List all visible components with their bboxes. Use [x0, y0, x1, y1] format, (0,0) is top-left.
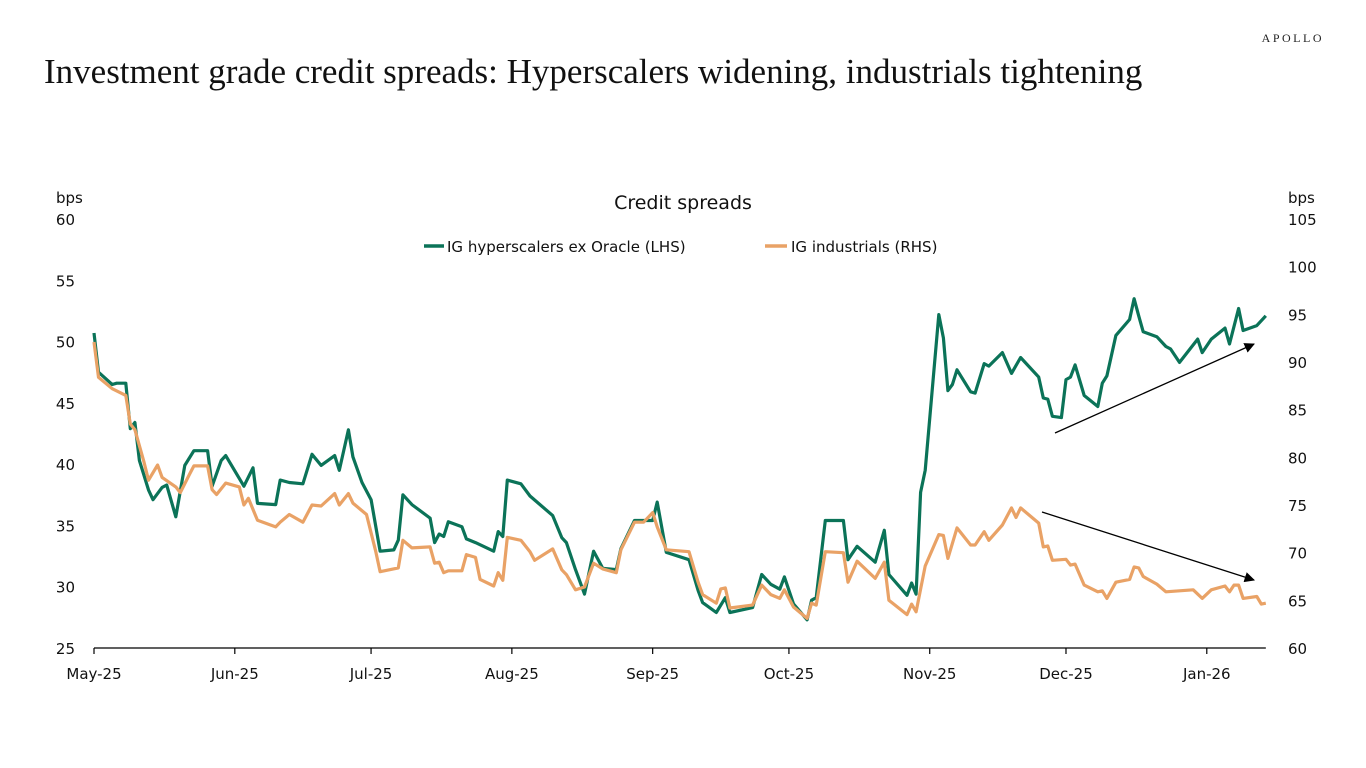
right-axis-unit: bps	[1288, 189, 1315, 207]
left-tick-label: 50	[56, 334, 75, 352]
x-tick-label: Nov-25	[903, 665, 956, 683]
right-tick-label: 95	[1288, 306, 1307, 324]
x-tick-label: Sep-25	[626, 665, 679, 683]
right-tick-label: 60	[1288, 640, 1307, 658]
tightening-arrow	[1041, 511, 1255, 583]
left-tick-label: 35	[56, 517, 75, 535]
x-tick-label: Dec-25	[1039, 665, 1093, 683]
page-title: Investment grade credit spreads: Hypersc…	[44, 52, 1143, 91]
left-tick-label: 55	[56, 272, 75, 290]
left-axis-unit: bps	[56, 189, 83, 207]
x-axis: May-25 Jun-25 Jul-25 Aug-25 Sep-25 Oct-25 Nov-…	[66, 647, 1266, 683]
left-tick-label: 30	[56, 579, 75, 597]
x-tick-label: Jul-25	[349, 665, 393, 683]
left-tick-label: 40	[56, 456, 75, 474]
x-tick-label: May-25	[66, 665, 121, 683]
right-tick-label: 105	[1288, 211, 1317, 229]
series-lines	[92, 297, 1267, 622]
right-tick-label: 85	[1288, 402, 1307, 420]
right-tick-label: 65	[1288, 592, 1307, 610]
left-tick-label: 60	[56, 211, 75, 229]
right-tick-label: 80	[1288, 449, 1307, 467]
series-line-hyperscalers	[92, 297, 1267, 622]
x-tick-label: Jan-26	[1182, 665, 1231, 683]
legend: IG hyperscalers ex Oracle (LHS) IG indus…	[424, 238, 937, 256]
x-tick-label: Jun-25	[210, 665, 259, 683]
apollo-logo: APOLLO	[1261, 31, 1324, 45]
series-line-industrials	[92, 341, 1267, 621]
widening-arrow	[1054, 343, 1255, 434]
x-tick-label: Oct-25	[764, 665, 814, 683]
right-tick-label: 100	[1288, 259, 1317, 277]
right-tick-label: 90	[1288, 354, 1307, 372]
legend-label-hyperscalers: IG hyperscalers ex Oracle (LHS)	[447, 238, 686, 256]
left-tick-label: 25	[56, 640, 75, 658]
legend-label-industrials: IG industrials (RHS)	[791, 238, 937, 256]
right-axis-ticks: 60 65 70 75 80 85 90 95 100 105	[1288, 211, 1317, 658]
left-axis-ticks: 25 30 35 40 45 50 55 60	[56, 211, 75, 658]
right-tick-label: 70	[1288, 545, 1307, 563]
right-tick-label: 75	[1288, 497, 1307, 515]
left-tick-label: 45	[56, 395, 75, 413]
x-tick-label: Aug-25	[485, 665, 539, 683]
chart-title: Credit spreads	[614, 192, 752, 214]
